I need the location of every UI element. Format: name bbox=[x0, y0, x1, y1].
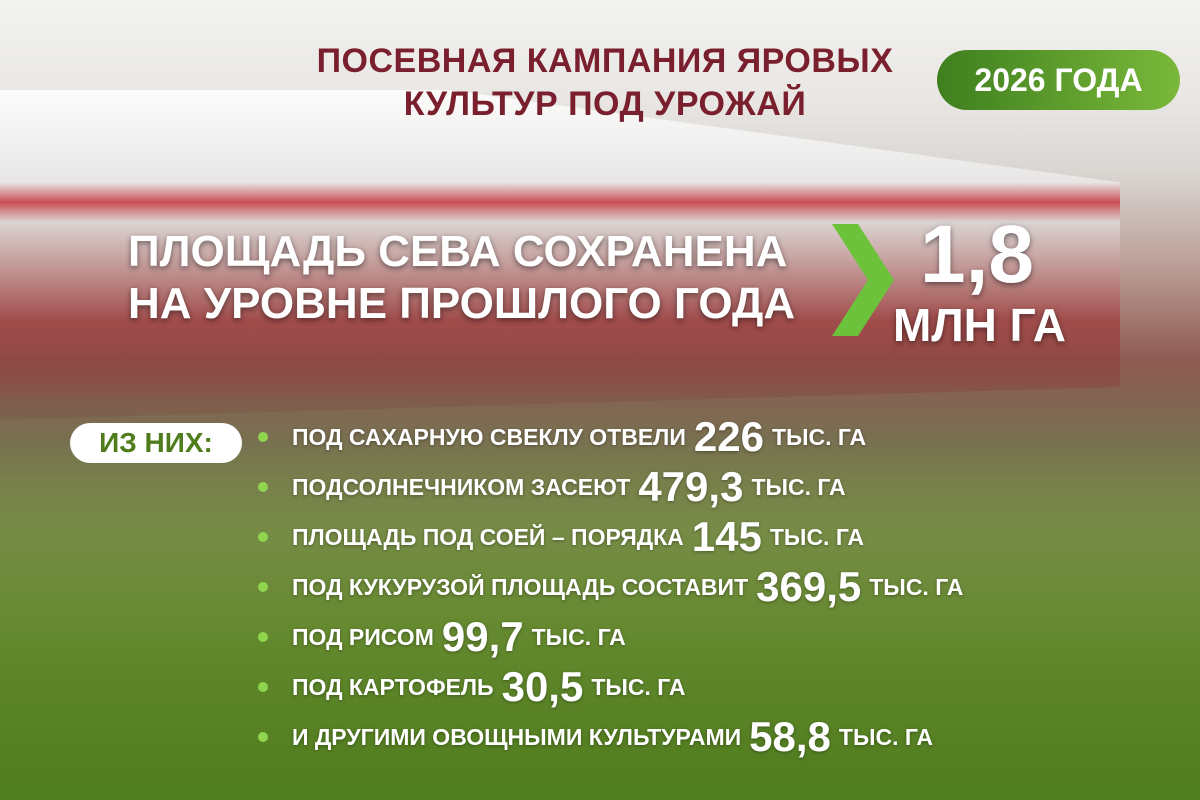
list-item: ПОД КУКУРУЗОЙ ПЛОЩАДЬ СОСТАВИТ 369,5 ТЫС. … bbox=[258, 562, 963, 612]
item-unit: ТЫС. ГА bbox=[838, 723, 934, 750]
total-area-unit: МЛН ГА bbox=[893, 299, 1066, 351]
total-area-value: 1,8 bbox=[920, 209, 1034, 300]
item-unit: ТЫС. ГА bbox=[769, 523, 865, 550]
item-unit: ТЫС. ГА bbox=[751, 473, 846, 500]
item-label: ПОД РИСОМ bbox=[292, 623, 434, 650]
item-value: 99,7 bbox=[441, 613, 524, 660]
list-item: ПОДСОЛНЕЧНИКОМ ЗАСЕЮТ 479,3 ТЫС. ГА bbox=[258, 462, 963, 512]
item-label: И ДРУГИМИ ОВОЩНЫМИ КУЛЬТУРАМИ bbox=[292, 723, 742, 750]
list-item: ПЛОЩАДЬ ПОД СОЕЙ – ПОРЯДКА 145 ТЫС. ГА bbox=[258, 512, 963, 562]
bullet-icon bbox=[258, 432, 268, 442]
headline: ПЛОЩАДЬ СЕВА СОХРАНЕНА НА УРОВНЕ ПРОШЛОГ… bbox=[128, 226, 795, 330]
item-label: ПЛОЩАДЬ ПОД СОЕЙ – ПОРЯДКА bbox=[292, 523, 684, 550]
headline-line-1: ПЛОЩАДЬ СЕВА СОХРАНЕНА bbox=[128, 227, 788, 276]
item-unit: ТЫС. ГА bbox=[869, 573, 964, 600]
item-unit: ТЫС. ГА bbox=[771, 423, 867, 450]
crop-list: ПОД САХАРНУЮ СВЕКЛУ ОТВЕЛИ 226 ТЫС. ГА ПОД… bbox=[258, 412, 963, 762]
item-label: ПОД САХАРНУЮ СВЕКЛУ ОТВЕЛИ bbox=[292, 423, 686, 450]
page-title: ПОСЕВНАЯ КАМПАНИЯ ЯРОВЫХ КУЛЬТУР ПОД УРО… bbox=[300, 40, 910, 126]
item-value: 479,3 bbox=[638, 463, 744, 510]
list-item: ПОД САХАРНУЮ СВЕКЛУ ОТВЕЛИ 226 ТЫС. ГА bbox=[258, 412, 963, 462]
bullet-icon bbox=[258, 732, 268, 742]
list-item: ПОД РИСОМ 99,7 ТЫС. ГА bbox=[258, 612, 963, 662]
item-value: 145 bbox=[691, 513, 762, 560]
item-value: 58,8 bbox=[749, 713, 831, 760]
item-label: ПОДСОЛНЕЧНИКОМ ЗАСЕЮТ bbox=[292, 473, 631, 500]
item-label: ПОД КАРТОФЕЛЬ bbox=[292, 673, 494, 700]
bullet-icon bbox=[258, 532, 268, 542]
bullet-icon bbox=[258, 482, 268, 492]
item-label: ПОД КУКУРУЗОЙ ПЛОЩАДЬ СОСТАВИТ bbox=[292, 573, 749, 600]
item-unit: ТЫС. ГА bbox=[531, 623, 626, 650]
bullet-icon bbox=[258, 632, 268, 642]
item-value: 226 bbox=[693, 413, 764, 460]
bullet-icon bbox=[258, 582, 268, 592]
list-item: И ДРУГИМИ ОВОЩНЫМИ КУЛЬТУРАМИ 58,8 ТЫС. ГА bbox=[258, 712, 963, 762]
item-value: 369,5 bbox=[756, 563, 862, 610]
year-badge: 2026 ГОДА bbox=[937, 50, 1180, 110]
item-value: 30,5 bbox=[501, 663, 584, 710]
title-line-1: ПОСЕВНАЯ КАМПАНИЯ ЯРОВЫХ bbox=[316, 42, 894, 80]
chevron-right-icon bbox=[832, 224, 894, 336]
title-line-2: КУЛЬТУР ПОД УРОЖАЙ bbox=[403, 85, 807, 123]
headline-line-2: НА УРОВНЕ ПРОШЛОГО ГОДА bbox=[128, 279, 796, 328]
bullet-icon bbox=[258, 682, 268, 692]
list-item: ПОД КАРТОФЕЛЬ 30,5 ТЫС. ГА bbox=[258, 662, 963, 712]
of-them-label: ИЗ НИХ: bbox=[70, 423, 242, 463]
item-unit: ТЫС. ГА bbox=[591, 673, 686, 700]
